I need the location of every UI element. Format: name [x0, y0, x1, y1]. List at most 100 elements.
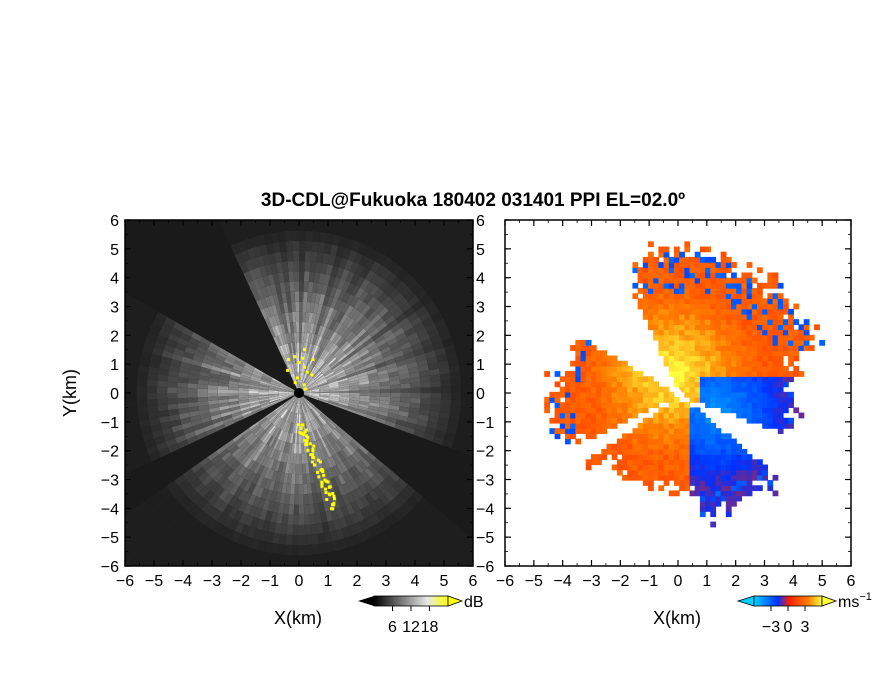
x-tick-label: 2: [731, 573, 740, 590]
y-tick-label: 2: [110, 328, 119, 345]
echo-point: [303, 348, 307, 352]
velocity-ticks: −6 −5 −4 −3 −2 −1 0 1 2 3 4 5 6: [496, 219, 856, 590]
x-tick-label: 3: [382, 573, 391, 590]
y-tick-label-right: −3: [476, 473, 494, 490]
y-tick-label: −6: [101, 559, 119, 576]
echo-point: [326, 480, 330, 484]
x-tick-label: 4: [789, 573, 798, 590]
velocity-field: [544, 241, 826, 528]
echo-point: [332, 497, 336, 501]
colorbar-tick-label: 18: [421, 619, 439, 636]
y-tick-label: 0: [110, 386, 119, 403]
echo-point: [303, 387, 307, 391]
echo-point: [324, 491, 328, 495]
y-tick-label-right: −1: [476, 415, 494, 432]
intensity-colorbar-unit: dB: [464, 594, 484, 611]
velocity-colorbar: −3 0 3 ms−1: [736, 591, 872, 636]
echo-point: [320, 482, 324, 486]
echo-point: [328, 485, 332, 489]
colorbar-tick-label: 0: [784, 619, 793, 636]
echo-point: [312, 456, 316, 460]
x-tick-label: 2: [353, 573, 362, 590]
echo-point: [303, 430, 307, 434]
echo-point: [299, 426, 303, 430]
intensity-field: [125, 220, 473, 566]
echo-point: [325, 498, 329, 502]
echo-point: [328, 493, 332, 497]
echo-point: [306, 435, 310, 439]
x-tick-label: 5: [818, 573, 827, 590]
intensity-x-axis-label: X(km): [274, 608, 322, 628]
echo-point: [310, 460, 314, 464]
intensity-y-axis-label: Y(km): [60, 369, 80, 417]
echo-point: [329, 507, 333, 511]
echo-point: [286, 368, 290, 372]
radar-site-marker: [674, 389, 682, 397]
x-tick-label: 0: [674, 573, 683, 590]
y-tick-label: 3: [110, 300, 119, 317]
y-tick-label-right: 1: [476, 357, 485, 374]
echo-point: [293, 381, 297, 385]
y-tick-label-right: 0: [476, 386, 485, 403]
x-tick-label: −3: [203, 573, 221, 590]
echo-point: [305, 370, 309, 374]
x-tick-label: −1: [261, 573, 279, 590]
x-tick-label: −4: [554, 573, 572, 590]
echo-point: [321, 469, 325, 473]
echo-point: [311, 447, 315, 451]
x-tick-label: −5: [525, 573, 543, 590]
echo-point: [324, 479, 328, 483]
x-tick-label: 1: [702, 573, 711, 590]
intensity-colorbar: 6 12 18 dB: [358, 594, 484, 636]
intensity-panel: −6 −5 −4 −3 −2 −1 0 1 2 3 4 5 66543210−1−2−3−4−5−665…: [60, 213, 495, 628]
echo-point: [319, 468, 323, 472]
x-tick-label: −5: [145, 573, 163, 590]
echo-point: [311, 449, 315, 453]
echo-point: [300, 431, 304, 435]
radar-site-marker: [294, 388, 304, 398]
colorbar-right-arrow: [821, 595, 838, 607]
intensity-ticks: −6 −5 −4 −3 −2 −1 0 1 2 3 4 5 66543210−1−2−3−4−5−665…: [101, 213, 495, 590]
y-tick-label-right: 4: [476, 271, 485, 288]
colorbar-tick-label: 3: [801, 619, 810, 636]
velocity-colorbar-unit: ms−1: [838, 591, 872, 611]
echo-point: [303, 439, 307, 443]
echo-point: [316, 458, 320, 462]
colorbar-tick-label: 6: [388, 619, 397, 636]
echo-point: [312, 444, 316, 448]
velocity-colorbar-gradient: [753, 595, 823, 607]
x-tick-label: 6: [469, 573, 478, 590]
y-tick-label: −5: [101, 530, 119, 547]
x-tick-label: 4: [411, 573, 420, 590]
echo-point: [332, 494, 336, 498]
y-tick-label: 6: [110, 213, 119, 230]
y-tick-label: −1: [101, 415, 119, 432]
y-tick-label: 5: [110, 242, 119, 259]
y-tick-label-right: 2: [476, 328, 485, 345]
y-tick-label: −4: [101, 501, 119, 518]
echo-point: [301, 356, 305, 360]
echo-point: [324, 487, 328, 491]
echo-point: [313, 463, 317, 467]
echo-point: [305, 441, 309, 445]
velocity-panel: −6 −5 −4 −3 −2 −1 0 1 2 3 4 5 6 X(km): [496, 219, 856, 628]
y-tick-label-right: −5: [476, 530, 494, 547]
echo-point: [297, 361, 301, 365]
colorbar-tick-label: 12: [402, 619, 420, 636]
echo-point: [320, 484, 324, 488]
echo-point: [297, 423, 301, 427]
colorbar-tick-label: −3: [762, 619, 780, 636]
y-tick-label: −2: [101, 444, 119, 461]
echo-point: [300, 423, 304, 427]
x-tick-label: 5: [440, 573, 449, 590]
chart-title: 3D-CDL@Fukuoka 180402 031401 PPI EL=02.0…: [261, 190, 685, 211]
colorbar-left-arrow: [358, 596, 374, 606]
echo-point: [308, 442, 312, 446]
echo-point: [303, 365, 307, 369]
x-tick-label: 0: [295, 573, 304, 590]
echo-point: [305, 443, 309, 447]
echo-point: [306, 448, 310, 452]
echo-point: [310, 452, 314, 456]
y-tick-label-right: −2: [476, 444, 494, 461]
